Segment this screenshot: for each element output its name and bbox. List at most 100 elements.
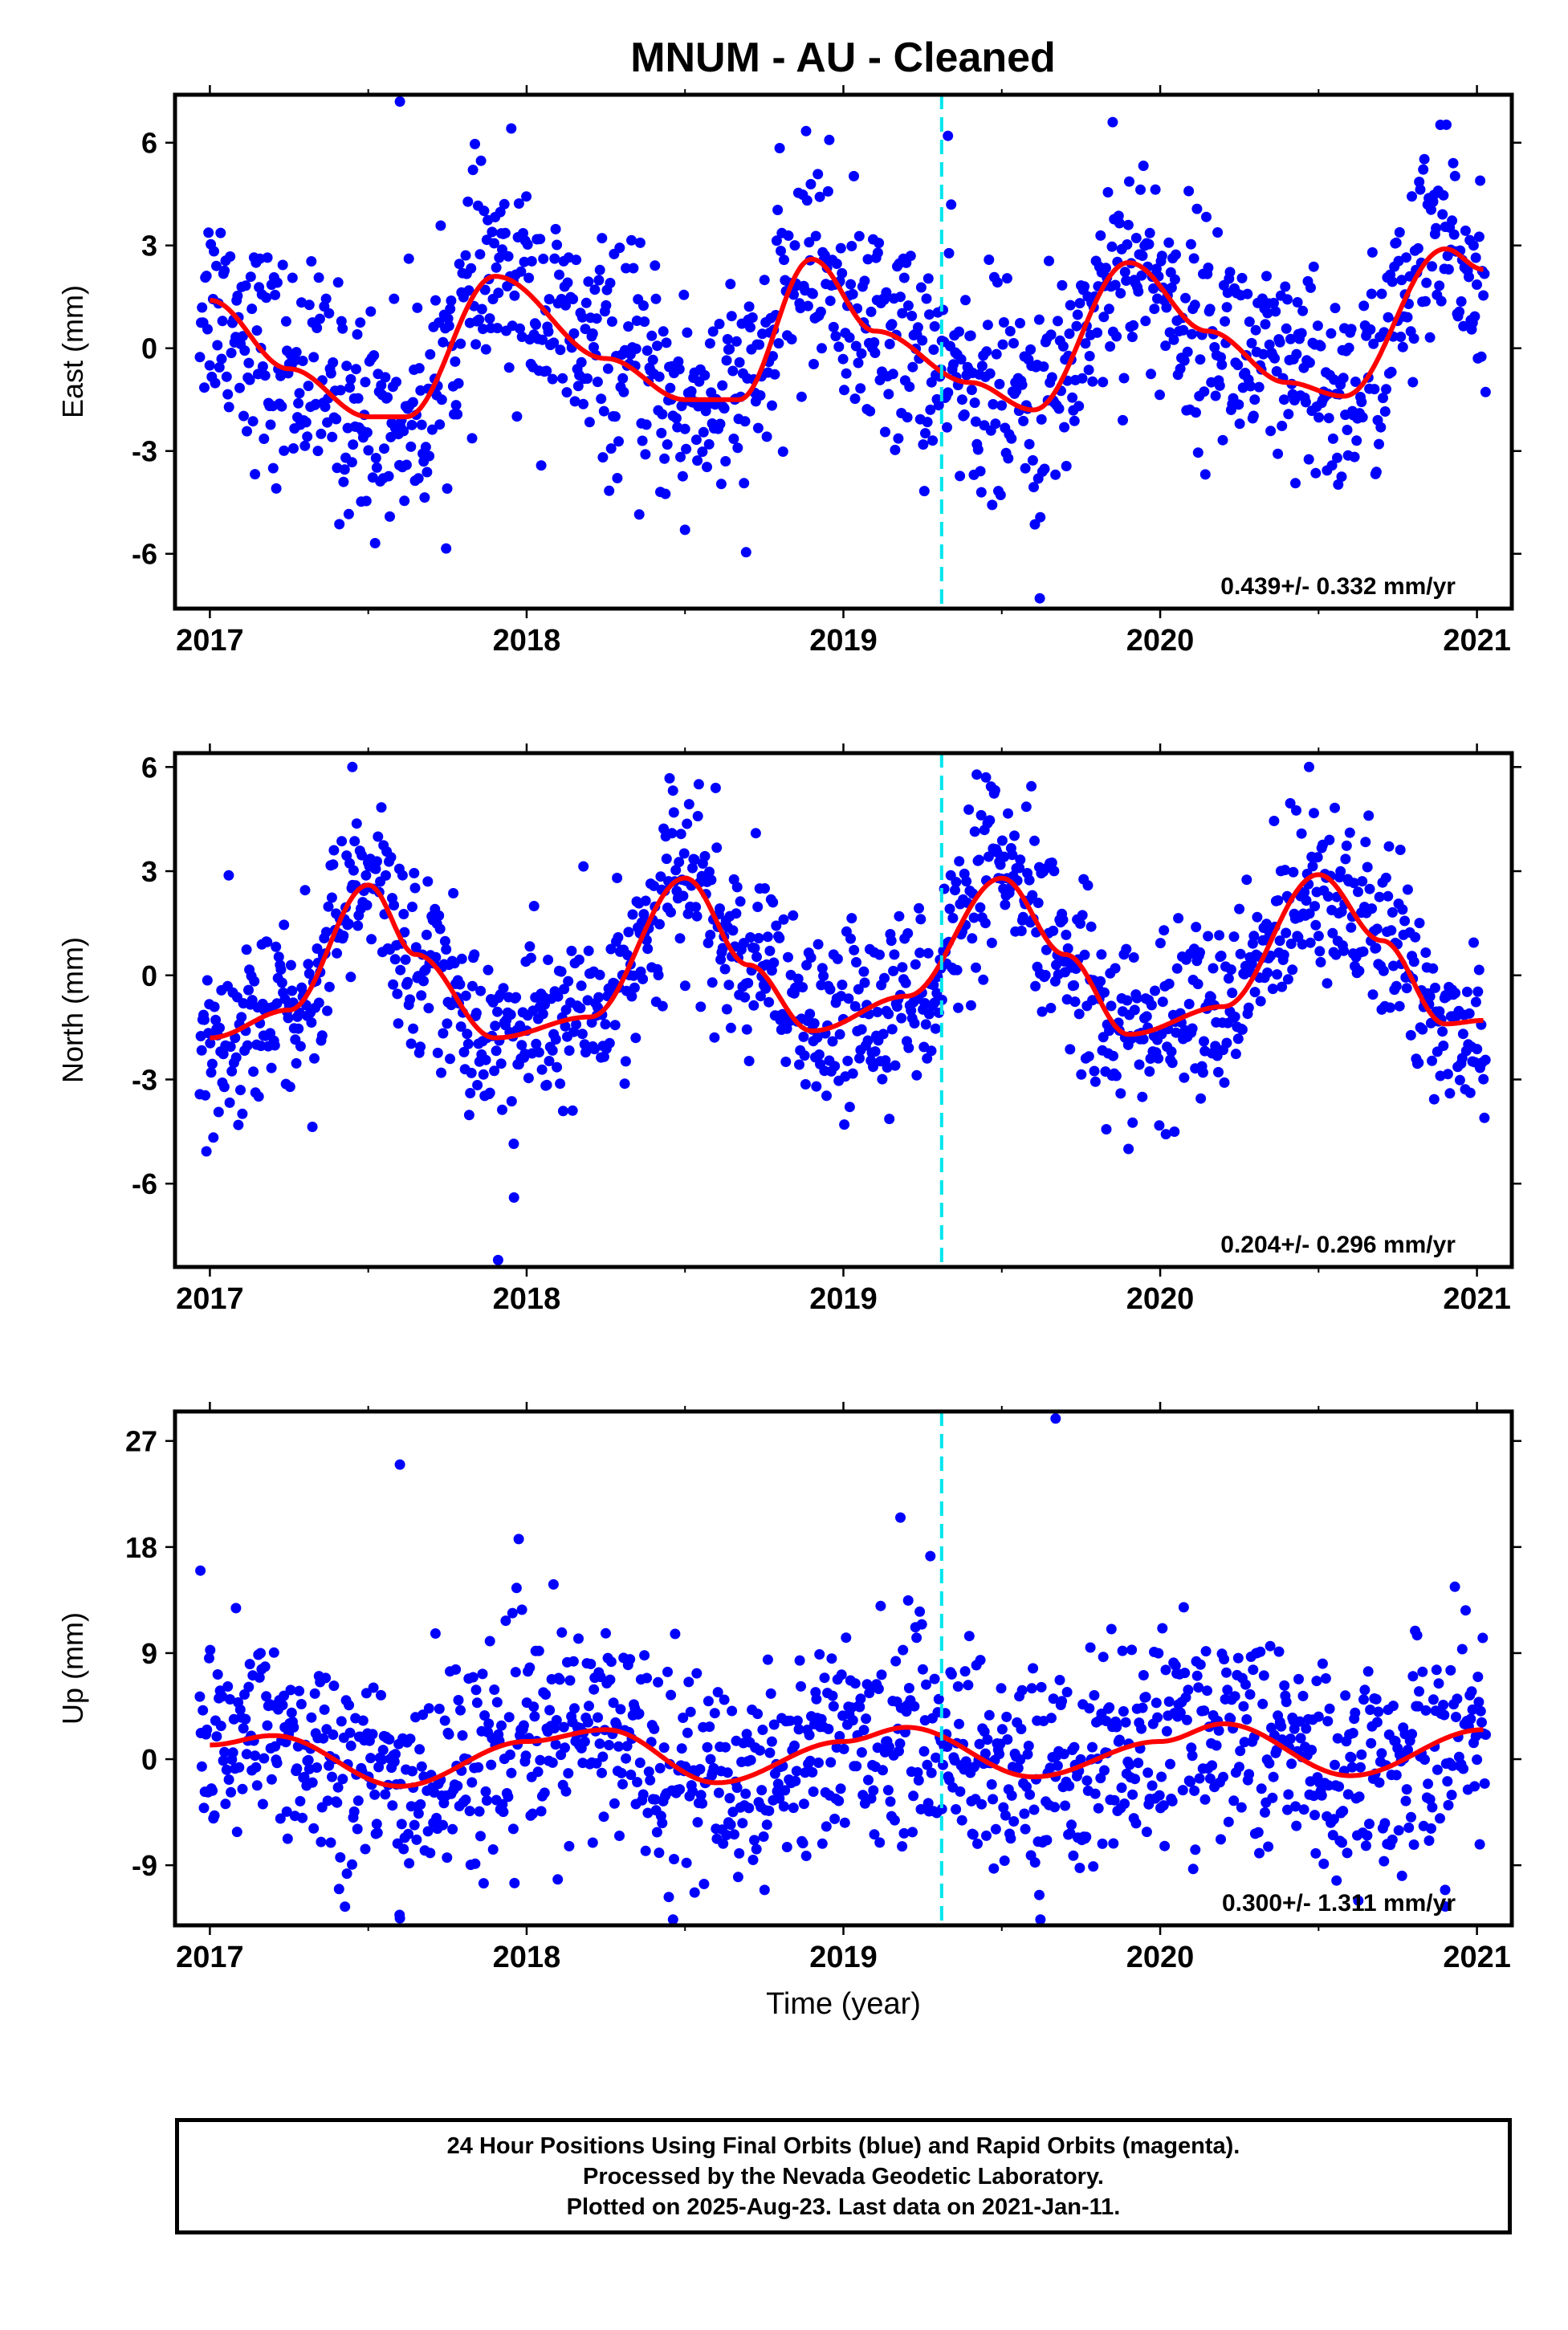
data-point	[920, 1019, 931, 1030]
data-point	[583, 1717, 593, 1728]
data-point	[563, 1768, 574, 1779]
data-point	[922, 1798, 934, 1809]
data-point	[992, 277, 1003, 288]
data-point	[1020, 1823, 1031, 1835]
data-point	[812, 1032, 823, 1043]
data-point	[902, 300, 914, 312]
data-point	[1191, 407, 1201, 418]
data-point	[1265, 426, 1277, 437]
data-point	[1310, 1847, 1322, 1859]
data-point	[1075, 918, 1085, 929]
data-point	[460, 990, 471, 1001]
data-point	[291, 1057, 302, 1069]
data-point	[946, 199, 957, 210]
data-point	[254, 1672, 265, 1683]
data-point	[1265, 1640, 1276, 1652]
data-point	[1134, 1059, 1145, 1070]
data-point	[563, 976, 574, 987]
data-point	[1051, 959, 1061, 971]
data-point	[230, 1052, 242, 1063]
data-point	[402, 976, 413, 988]
data-point	[667, 1914, 678, 1925]
data-point	[291, 1763, 303, 1774]
data-point	[1016, 1684, 1028, 1696]
data-point	[832, 953, 843, 964]
data-point	[1034, 1889, 1045, 1900]
data-point	[231, 1827, 242, 1838]
data-point	[1135, 184, 1146, 195]
data-point	[1438, 189, 1449, 201]
data-point	[403, 1828, 413, 1839]
data-point	[1159, 925, 1170, 936]
data-point	[471, 1697, 483, 1709]
data-point	[1204, 1773, 1216, 1784]
x-tick-label: 2017	[176, 1282, 244, 1316]
data-point	[1460, 1605, 1471, 1616]
data-point	[1225, 1713, 1236, 1725]
data-point	[1079, 281, 1090, 292]
data-point	[925, 404, 936, 415]
data-point	[628, 263, 639, 274]
data-point	[1093, 1802, 1104, 1814]
data-point	[1095, 1773, 1106, 1784]
data-point	[1210, 390, 1221, 401]
data-point	[1362, 862, 1373, 873]
data-point	[1108, 1050, 1118, 1061]
data-point	[456, 953, 467, 964]
data-point	[594, 969, 605, 980]
data-point	[297, 356, 308, 366]
data-point	[674, 364, 685, 375]
data-point	[995, 490, 1006, 500]
data-point	[1183, 999, 1195, 1009]
data-point	[487, 1844, 499, 1855]
data-point	[202, 975, 213, 986]
data-point	[650, 293, 662, 304]
data-point	[568, 1656, 579, 1667]
data-point	[489, 1065, 500, 1077]
data-point	[694, 1764, 706, 1774]
data-point	[1246, 337, 1257, 348]
data-point	[702, 462, 712, 473]
data-point	[616, 1767, 627, 1778]
data-point	[797, 1838, 808, 1849]
data-point	[379, 443, 389, 454]
data-point	[509, 290, 520, 301]
data-point	[1317, 1658, 1328, 1669]
data-point	[1069, 980, 1080, 991]
data-point	[1241, 874, 1252, 886]
data-point	[1108, 1838, 1119, 1849]
data-point	[1064, 328, 1075, 340]
data-point	[994, 378, 1005, 389]
data-point	[266, 1774, 277, 1785]
data-point	[568, 328, 580, 339]
data-point	[1052, 1760, 1063, 1771]
data-point	[531, 319, 541, 330]
data-point	[1417, 1666, 1428, 1677]
data-point	[638, 909, 650, 920]
data-point	[931, 1752, 942, 1763]
data-point	[639, 1650, 650, 1661]
data-point	[717, 380, 728, 391]
data-point	[443, 1729, 454, 1740]
data-point	[1297, 939, 1308, 950]
data-point	[1118, 1706, 1129, 1717]
data-point	[722, 334, 733, 344]
data-point	[1291, 348, 1302, 360]
data-point	[1265, 950, 1277, 961]
fit-curve	[209, 872, 1485, 1041]
data-point	[467, 1672, 479, 1683]
data-point	[1227, 988, 1238, 999]
data-point	[1346, 1752, 1357, 1763]
data-point	[1401, 1784, 1412, 1795]
data-point	[405, 994, 416, 1005]
data-point	[284, 1081, 295, 1093]
data-point	[739, 416, 751, 427]
y-axis-label: East (mm)	[56, 285, 89, 418]
data-point	[702, 1741, 713, 1753]
data-point	[847, 1068, 858, 1079]
data-point	[898, 272, 910, 283]
data-point	[1015, 318, 1025, 328]
data-point	[399, 495, 410, 507]
data-point	[1355, 1762, 1366, 1773]
data-point	[564, 1045, 575, 1056]
